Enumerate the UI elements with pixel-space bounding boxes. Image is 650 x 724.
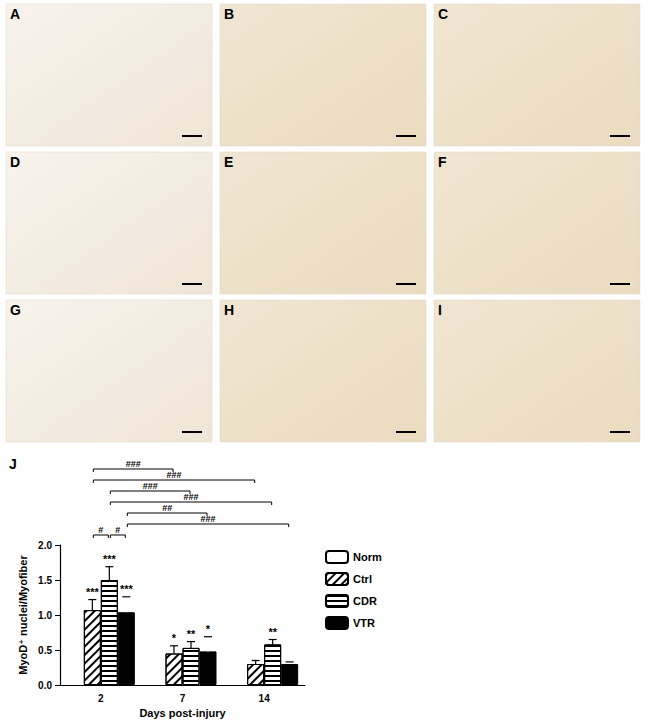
svg-text:B: B [224, 6, 234, 22]
svg-text:14: 14 [259, 693, 271, 704]
svg-text:E: E [224, 154, 233, 170]
svg-text:G: G [10, 302, 21, 318]
svg-text:Days post-injury: Days post-injury [139, 707, 226, 719]
svg-text:#: # [98, 525, 103, 535]
svg-text:VTR: VTR [353, 617, 375, 629]
svg-text:**: ** [187, 628, 196, 640]
svg-text:0.5: 0.5 [38, 645, 52, 656]
svg-text:MyoD⁺ nuclei/Myofiber: MyoD⁺ nuclei/Myofiber [17, 555, 29, 675]
svg-text:1.5: 1.5 [38, 575, 52, 586]
svg-text:***: *** [86, 586, 100, 598]
svg-text:##: ## [162, 503, 172, 513]
svg-text:###: ### [143, 481, 158, 491]
svg-text:H: H [224, 302, 234, 318]
svg-text:***: *** [103, 553, 117, 565]
svg-text:**: ** [268, 626, 277, 638]
svg-text:1.0: 1.0 [38, 610, 52, 621]
svg-text:***: *** [120, 583, 134, 595]
svg-text:###: ### [200, 514, 215, 524]
svg-text:A: A [10, 6, 20, 22]
svg-text:2: 2 [98, 693, 104, 704]
svg-text:###: ### [126, 459, 141, 469]
svg-text:0.0: 0.0 [38, 680, 52, 691]
svg-text:I: I [438, 302, 442, 318]
svg-text:2.0: 2.0 [38, 540, 52, 551]
svg-text:7: 7 [180, 693, 186, 704]
svg-text:###: ### [183, 492, 198, 502]
svg-text:C: C [438, 6, 448, 22]
svg-text:D: D [10, 154, 20, 170]
svg-text:Ctrl: Ctrl [353, 573, 372, 585]
svg-text:CDR: CDR [353, 595, 377, 607]
svg-text:###: ### [166, 470, 181, 480]
svg-text:J: J [9, 456, 17, 472]
svg-text:Norm: Norm [353, 551, 382, 563]
svg-text:*: * [172, 632, 177, 644]
svg-text:F: F [438, 154, 447, 170]
svg-text:#: # [115, 525, 120, 535]
svg-text:*: * [206, 623, 211, 635]
